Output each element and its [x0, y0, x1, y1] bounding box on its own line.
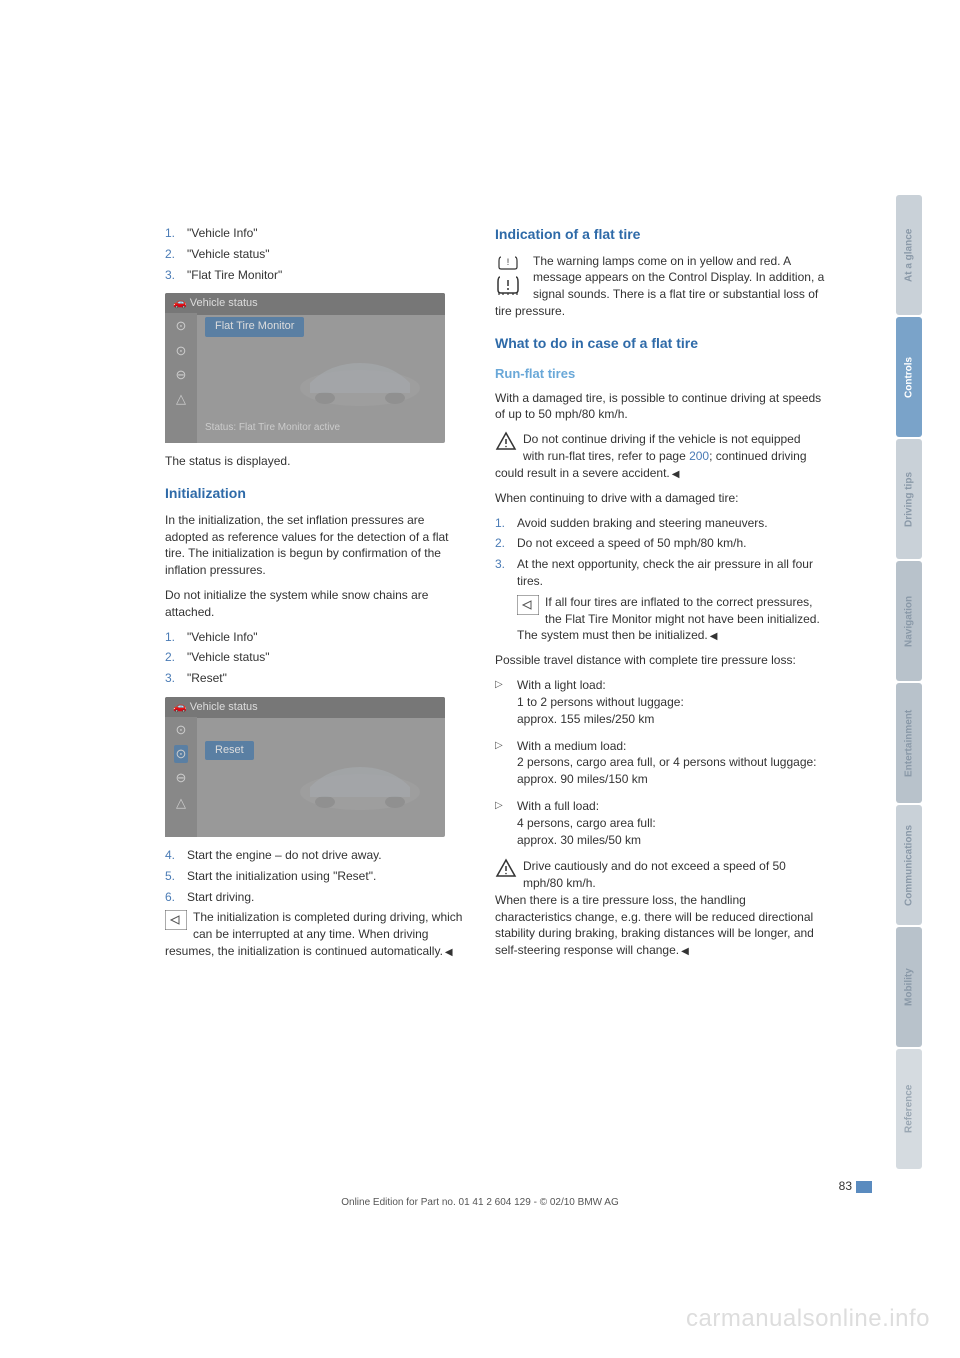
- tab-driving-tips[interactable]: Driving tips: [896, 439, 922, 559]
- list-item: With a medium load: 2 persons, cargo are…: [495, 738, 825, 788]
- heading-initialization: Initialization: [165, 484, 465, 504]
- screenshot-vehicle-status-2: 🚗 Vehicle status ⊙⊙⊖△ Reset: [165, 697, 445, 837]
- heading-runflat: Run-flat tires: [495, 365, 825, 383]
- tab-mobility[interactable]: Mobility: [896, 927, 922, 1047]
- warning-icon: [495, 431, 517, 451]
- page-number: 83: [0, 1179, 872, 1193]
- heading-what-to-do: What to do in case of a flat tire: [495, 334, 825, 354]
- page-link[interactable]: 200: [689, 449, 709, 463]
- footer-text: Online Edition for Part no. 01 41 2 604 …: [0, 1197, 960, 1208]
- status-text: The status is displayed.: [165, 453, 465, 470]
- init-paragraph-1: In the initialization, the set inflation…: [165, 512, 465, 579]
- tab-navigation[interactable]: Navigation: [896, 561, 922, 681]
- list-item: With a full load: 4 persons, cargo area …: [495, 798, 825, 848]
- note-icon: [517, 595, 539, 615]
- tab-communications[interactable]: Communications: [896, 805, 922, 925]
- tab-entertainment[interactable]: Entertainment: [896, 683, 922, 803]
- indication-text: ! The warning lamps come on in yellow an…: [495, 253, 825, 320]
- steps-list-2: 1."Vehicle Info" 2."Vehicle status" 3."R…: [165, 629, 465, 687]
- steps-list-4: 1.Avoid sudden braking and steering mane…: [495, 515, 825, 590]
- tab-reference[interactable]: Reference: [896, 1049, 922, 1169]
- note-2: If all four tires are inflated to the co…: [495, 594, 825, 645]
- right-column: Indication of a flat tire ! The warning …: [495, 225, 825, 968]
- watermark: carmanualsonline.info: [686, 1305, 930, 1333]
- init-paragraph-2: Do not initialize the system while snow …: [165, 587, 465, 621]
- steps-list-1: 1."Vehicle Info" 2."Vehicle status" 3."F…: [165, 225, 465, 283]
- tpms-icon: !: [495, 253, 525, 299]
- load-list: With a light load: 1 to 2 persons withou…: [495, 677, 825, 848]
- warning-2: Drive cautiously and do not exceed a spe…: [495, 858, 825, 959]
- note-icon: [165, 910, 187, 930]
- svg-text:!: !: [507, 257, 510, 267]
- travel-distance-text: Possible travel distance with complete t…: [495, 652, 825, 669]
- list-item: With a light load: 1 to 2 persons withou…: [495, 677, 825, 727]
- warning-1: Do not continue driving if the vehicle i…: [495, 431, 825, 482]
- tab-at-a-glance[interactable]: At a glance: [896, 195, 922, 315]
- continuing-text: When continuing to drive with a damaged …: [495, 490, 825, 507]
- runflat-p1: With a damaged tire, is possible to cont…: [495, 390, 825, 424]
- side-tabs: At a glance Controls Driving tips Naviga…: [896, 195, 922, 1171]
- heading-indication: Indication of a flat tire: [495, 225, 825, 245]
- left-column: 1."Vehicle Info" 2."Vehicle status" 3."F…: [165, 225, 465, 968]
- tab-controls[interactable]: Controls: [896, 317, 922, 437]
- steps-list-3: 4.Start the engine – do not drive away. …: [165, 847, 465, 905]
- init-note: The initialization is completed during d…: [165, 909, 465, 960]
- screenshot-vehicle-status-1: 🚗 Vehicle status ⊙⊙⊖△ Flat Tire Monitor …: [165, 293, 445, 443]
- warning-icon: [495, 858, 517, 878]
